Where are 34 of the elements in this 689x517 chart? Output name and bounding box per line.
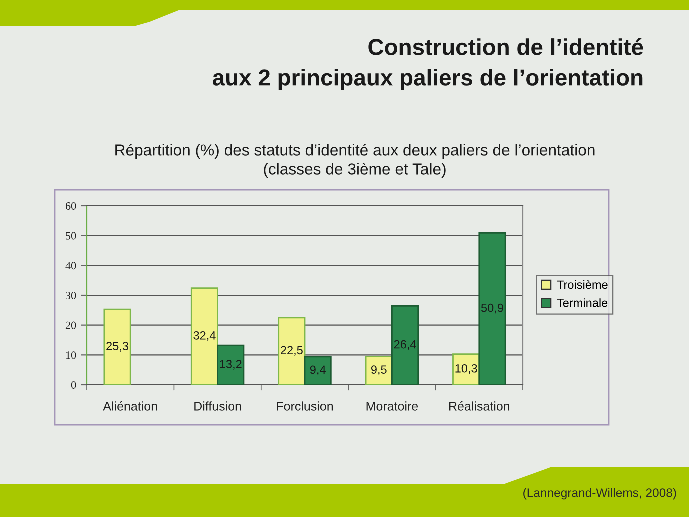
legend-label: Terminale xyxy=(557,298,608,308)
x-tick-label: Forclusion xyxy=(277,402,334,411)
bar xyxy=(190,288,218,385)
text: (Lannegrand-Willems, 2008) xyxy=(524,488,676,500)
y-tick-label: 30 xyxy=(66,292,76,300)
bar xyxy=(478,232,506,385)
data-label: 10,3 xyxy=(456,364,478,374)
data-label: 9,4 xyxy=(310,366,326,376)
data-label: 26,4 xyxy=(394,340,416,350)
bar xyxy=(104,308,132,385)
y-tick-label: 0 xyxy=(71,381,76,389)
data-label: 32,4 xyxy=(194,331,216,342)
x-tick-label: Réalisation xyxy=(450,402,510,411)
data-label: 9,5 xyxy=(371,366,387,376)
legend-label: Troisième xyxy=(557,280,608,290)
chart-subtitle: Répartition (%) des statuts d’identité aux deux paliers de l’orientation (classes de 3ième et Tale) xyxy=(116,144,595,178)
bar xyxy=(365,356,393,385)
y-tick-label: 50 xyxy=(66,232,76,240)
chart-title: Construction de l’identité aux 2 principaux paliers de l’orientation xyxy=(212,38,644,90)
bar xyxy=(392,306,420,385)
bar xyxy=(278,317,306,385)
bar xyxy=(304,356,332,385)
y-tick-label: 40 xyxy=(66,262,76,270)
x-tick-label: Diffusion xyxy=(194,402,242,411)
x-tick-label: Moratoire xyxy=(366,402,418,411)
data-label: 25,3 xyxy=(106,342,128,352)
y-tick-label: 20 xyxy=(66,322,76,330)
data-label: 50,9 xyxy=(481,304,504,314)
bar xyxy=(217,344,245,385)
data-label: 22,5 xyxy=(281,346,303,356)
y-tick-label: 10 xyxy=(66,352,76,360)
x-tick-label: Aliénation xyxy=(103,402,158,411)
data-label: 13,2 xyxy=(220,360,242,370)
y-tick-label: 60 xyxy=(66,202,76,210)
